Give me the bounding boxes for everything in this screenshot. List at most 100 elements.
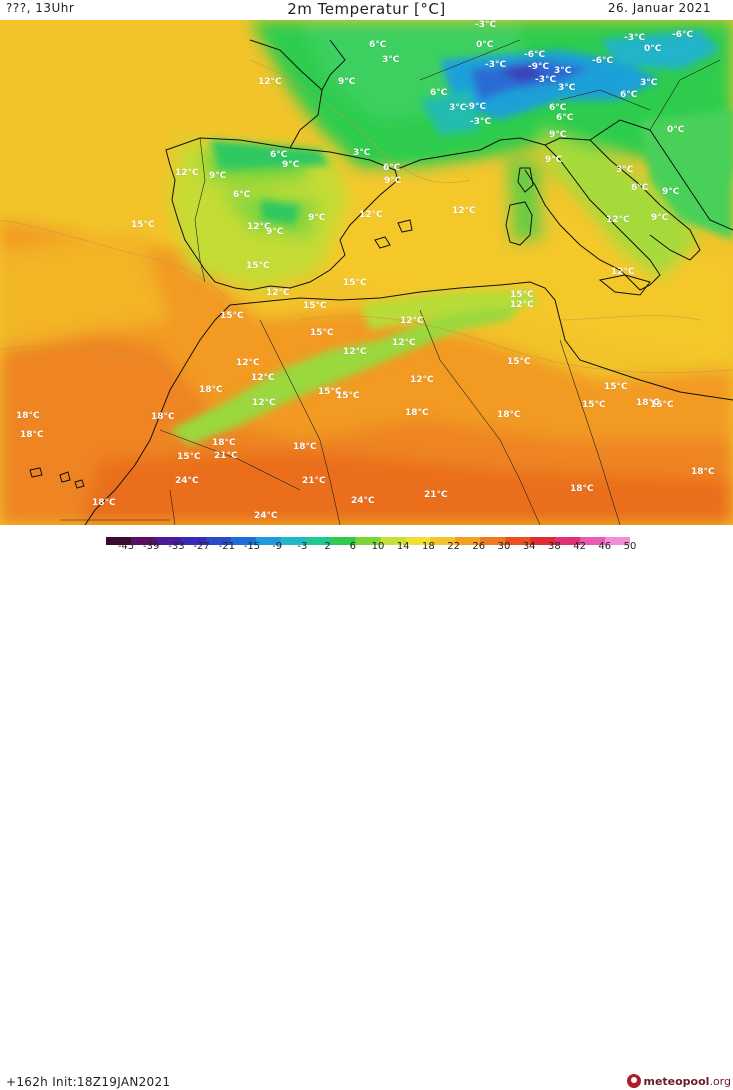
temperature-label: 21°C — [302, 476, 326, 486]
colorbar-tick-label: 42 — [573, 541, 586, 552]
colorbar-swatch — [505, 537, 531, 545]
temperature-label: 12°C — [410, 375, 434, 385]
colorbar-tick-label: 10 — [371, 541, 385, 552]
temperature-label: 6°C — [631, 183, 649, 193]
temperature-label: 12°C — [611, 267, 635, 277]
temperature-label: 6°C — [556, 113, 574, 123]
colorbar-tick-label: 50 — [623, 541, 637, 552]
brand-tld: .org — [709, 1074, 731, 1088]
temperature-label: -3°C — [475, 20, 497, 30]
colorbar-svg — [106, 537, 631, 545]
temperature-label: 15°C — [220, 311, 244, 321]
temperature-label: 18°C — [497, 410, 521, 420]
colorbar-tick-label: 14 — [396, 541, 410, 552]
run-label: ???, 13Uhr — [6, 1, 75, 15]
temperature-label: 9°C — [651, 213, 669, 223]
colorbar-tick-label: 46 — [598, 541, 612, 552]
map-title: 2m Temperatur [°C] — [287, 0, 446, 18]
colorbar-swatch — [255, 537, 282, 545]
forecast-info: +162h Init:18Z19JAN2021 — [6, 1075, 170, 1089]
temperature-label: 3°C — [640, 78, 658, 88]
temperature-label: 9°C — [308, 213, 326, 223]
colorbar-tick-label: 30 — [497, 541, 511, 552]
temperature-label: 9°C — [549, 130, 567, 140]
temperature-label: 15°C — [310, 328, 334, 338]
temperature-label: 9°C — [384, 176, 402, 186]
colorbar-tick-label: -15 — [243, 541, 261, 552]
forecast-date: 26. Januar 2021 — [607, 1, 711, 15]
temperature-label: 6°C — [620, 90, 638, 100]
temperature-label: 18°C — [570, 484, 594, 494]
colorbar-swatch — [305, 537, 332, 545]
temperature-label: 12°C — [247, 222, 271, 232]
colorbar-tick-label: 6 — [349, 541, 356, 552]
colorbar-tick-label: 22 — [447, 541, 460, 552]
temperature-label: 9°C — [282, 160, 300, 170]
colorbar-swatch — [480, 537, 506, 545]
temperature-label: 9°C — [545, 155, 563, 165]
temperature-label: 18°C — [20, 430, 44, 440]
meteopool-icon — [627, 1074, 642, 1088]
temperature-label: 6°C — [369, 40, 387, 50]
temperature-label: 3°C — [558, 83, 576, 93]
temperature-label: 18°C — [212, 438, 236, 448]
colorbar-swatch — [130, 537, 157, 545]
temperature-label: 24°C — [254, 511, 278, 521]
temperature-label: 12°C — [175, 168, 199, 178]
temperature-label: 6°C — [233, 190, 251, 200]
colorbar-tick-label: -27 — [193, 541, 210, 552]
colorbar-tick-label: 34 — [522, 541, 536, 552]
colorbar-swatch — [330, 537, 357, 545]
temperature-label: 18°C — [151, 412, 175, 422]
colorbar-swatch — [405, 537, 431, 545]
temperature-label: 6°C — [430, 88, 448, 98]
temperature-label: 21°C — [424, 490, 448, 500]
temperature-label: 15°C — [604, 382, 628, 392]
temperature-label: 0°C — [667, 125, 685, 135]
temperature-label: 15°C — [318, 387, 342, 397]
temperature-label: 15°C — [582, 400, 606, 410]
colorbar-swatch — [106, 537, 132, 545]
temperature-label: 15°C — [246, 261, 270, 271]
temperature-label: 18°C — [636, 398, 660, 408]
colorbar-swatch — [455, 537, 481, 545]
temperature-label: -6°C — [672, 30, 694, 40]
temperature-label: 9°C — [266, 227, 284, 237]
temperature-label: 3°C — [616, 165, 634, 175]
temperature-label: 18°C — [405, 408, 429, 418]
temperature-label: 15°C — [510, 290, 534, 300]
colorbar-tick-label: 18 — [422, 541, 435, 552]
temperature-label: 12°C — [359, 210, 383, 220]
colorbar — [106, 530, 631, 545]
temperature-label: 12°C — [252, 398, 276, 408]
temperature-label: 15°C — [650, 400, 674, 410]
temperature-label: -6°C — [592, 56, 614, 66]
temperature-label: 15°C — [507, 357, 531, 367]
temperature-label: 21°C — [214, 451, 238, 461]
temperature-label: 0°C — [476, 40, 494, 50]
temperature-label: 3°C — [554, 66, 572, 76]
temperature-label: -3°C — [485, 60, 507, 70]
colorbar-tick-label: -9 — [272, 541, 283, 552]
temperature-label: 12°C — [392, 338, 416, 348]
colorbar-swatch — [380, 537, 406, 545]
colorbar-tick-label: -33 — [168, 541, 185, 552]
temperature-label: 6°C — [383, 163, 401, 173]
temperature-label: 12°C — [606, 215, 630, 225]
colorbar-swatch — [430, 537, 456, 545]
colorbar-swatch — [355, 537, 381, 545]
temperature-label: 12°C — [452, 206, 476, 216]
temperature-label: 9°C — [338, 77, 356, 87]
init-time: Init:18Z19JAN2021 — [52, 1075, 171, 1089]
temperature-label: 18°C — [293, 442, 317, 452]
temperature-label: 12°C — [400, 316, 424, 326]
temperature-label: 15°C — [336, 391, 360, 401]
temperature-label: -6°C — [524, 50, 546, 60]
forecast-hour: +162h — [6, 1075, 49, 1089]
map-canvas — [0, 20, 733, 526]
colorbar-tick-label: 38 — [548, 541, 561, 552]
temperature-label: -9°C — [465, 102, 487, 112]
meteopool-logo[interactable]: meteopool.org — [627, 1072, 731, 1090]
temperature-label: 12°C — [258, 77, 282, 87]
temperature-label: 15°C — [131, 220, 155, 230]
